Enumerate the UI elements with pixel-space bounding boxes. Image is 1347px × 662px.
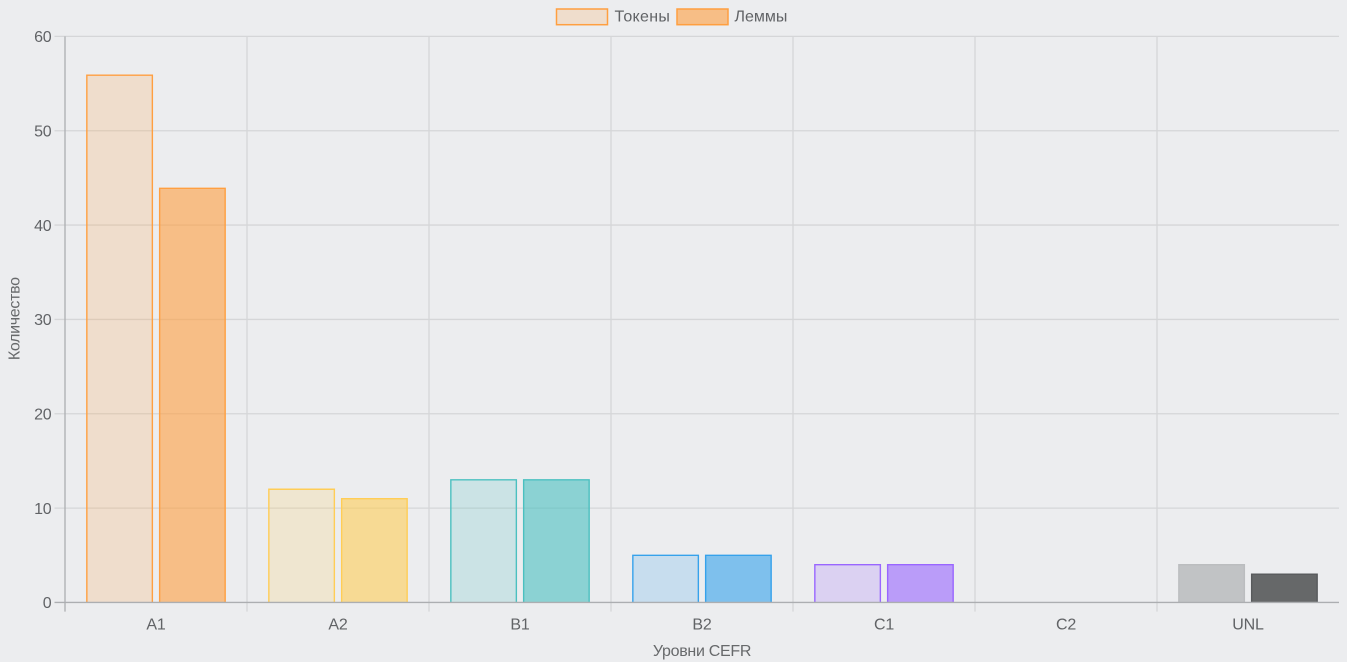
svg-text:A1: A1 [146,617,165,634]
svg-text:10: 10 [34,501,52,518]
svg-text:UNL: UNL [1232,617,1264,634]
svg-text:60: 60 [34,29,52,46]
svg-text:Токены: Токены [615,9,671,26]
svg-text:B2: B2 [692,617,711,634]
svg-text:20: 20 [34,407,52,424]
svg-text:30: 30 [34,312,52,329]
svg-text:C1: C1 [874,617,894,634]
svg-text:50: 50 [34,123,52,140]
svg-text:A2: A2 [328,617,347,634]
svg-text:B1: B1 [510,617,529,634]
svg-text:0: 0 [43,595,52,612]
svg-text:Леммы: Леммы [735,9,788,26]
svg-text:Количество: Количество [7,277,24,360]
svg-text:C2: C2 [1056,617,1076,634]
svg-text:40: 40 [34,218,52,235]
svg-text:Уровни CEFR: Уровни CEFR [653,643,751,660]
